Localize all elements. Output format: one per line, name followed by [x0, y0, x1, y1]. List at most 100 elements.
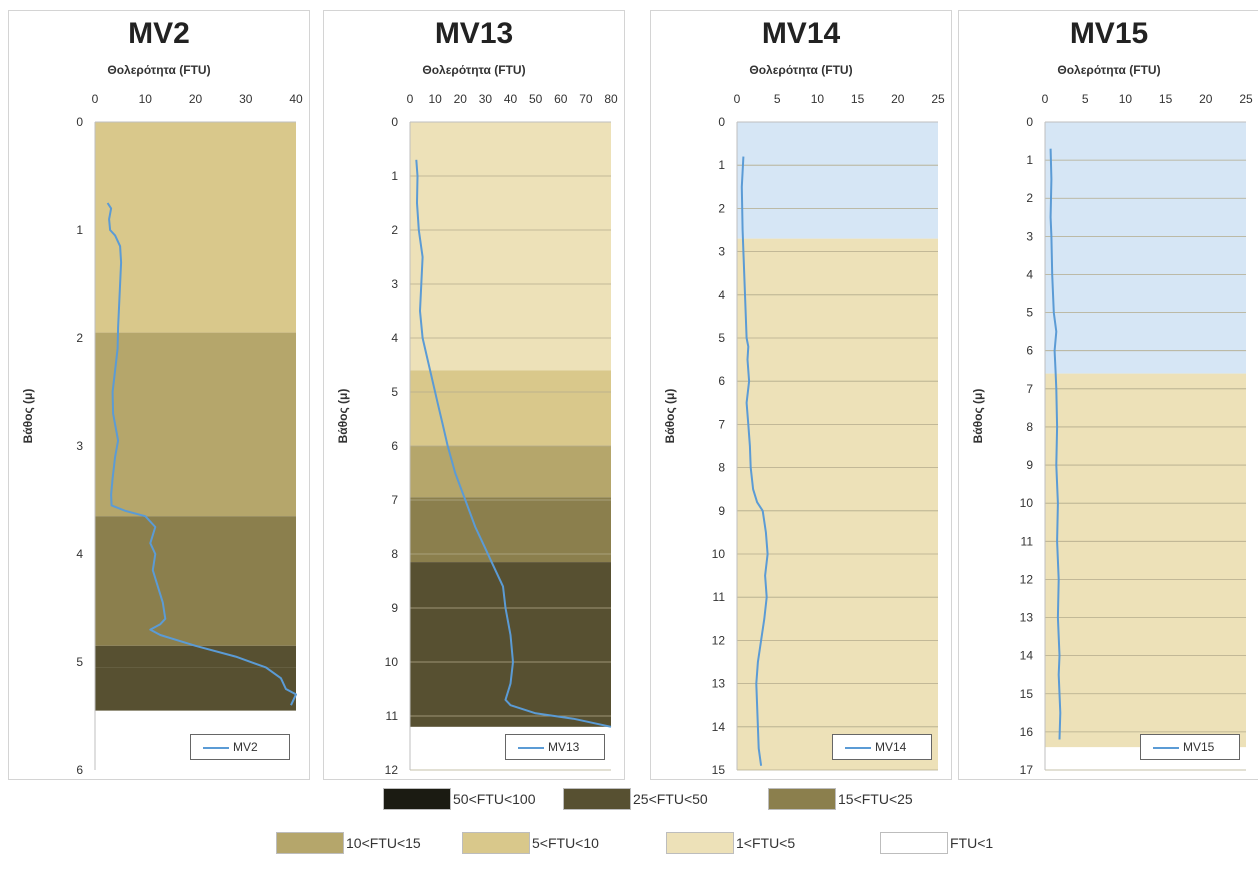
y-tick-label: 5	[718, 331, 725, 345]
zone-legend-label: 5<FTU<10	[532, 835, 599, 851]
y-tick-label: 0	[391, 115, 398, 129]
y-tick-label: 5	[1026, 306, 1033, 320]
chart-title: MV13	[434, 17, 514, 50]
x-tick-label: 20	[1199, 92, 1213, 106]
x-tick-label: 10	[1119, 92, 1133, 106]
zone-legend-swatch	[880, 832, 948, 854]
y-tick-label: 17	[1020, 763, 1034, 777]
x-tick-label: 20	[891, 92, 905, 106]
y-tick-label: 5	[76, 655, 83, 669]
y-tick-label: 3	[1026, 229, 1033, 243]
series-line-mv13	[415, 159, 612, 728]
zone-band	[737, 238, 938, 770]
x-tick-label: 40	[504, 92, 518, 106]
y-tick-label: 6	[76, 763, 83, 777]
x-axis-label: Θολερότητα (FTU)	[107, 63, 211, 77]
y-tick-label: 2	[718, 201, 725, 215]
y-tick-label: 9	[391, 601, 398, 615]
y-tick-label: 14	[1020, 649, 1034, 663]
y-tick-label: 10	[385, 655, 399, 669]
y-tick-label: 4	[76, 547, 83, 561]
zone-legend-label: FTU<1	[950, 835, 994, 851]
x-tick-label: 25	[931, 92, 945, 106]
zone-legend-label: 25<FTU<50	[633, 791, 708, 807]
y-tick-label: 6	[391, 439, 398, 453]
y-tick-label: 13	[1020, 611, 1034, 625]
x-tick-label: 40	[289, 92, 303, 106]
y-tick-label: 9	[1026, 458, 1033, 472]
x-tick-label: 5	[774, 92, 781, 106]
y-tick-label: 6	[718, 374, 725, 388]
x-tick-label: 15	[851, 92, 865, 106]
zone-band	[95, 645, 296, 668]
zone-band	[95, 122, 296, 333]
x-tick-label: 50	[529, 92, 543, 106]
plot-svg: 0 10 20 30 40 0 1 2 3 4 5 6	[76, 92, 303, 777]
chart-panel-mv2: MV2 Θολερότητα (FTU) Βάθος (μ) 0 10 20 30 40 0 1 2…	[8, 10, 310, 780]
series-legend: MV14	[832, 734, 932, 760]
zone-legend-label: 15<FTU<25	[838, 791, 913, 807]
zone-band	[1045, 373, 1246, 748]
legend-entry: MV15	[1183, 740, 1215, 754]
zone-band	[410, 122, 611, 371]
x-tick-label: 10	[139, 92, 153, 106]
y-tick-label: 12	[385, 763, 399, 777]
legend-line-swatch	[1153, 747, 1179, 749]
zone-legend-swatch	[666, 832, 734, 854]
y-tick-label: 12	[712, 633, 726, 647]
y-tick-label: 11	[1021, 534, 1034, 548]
y-tick-label: 12	[1020, 572, 1034, 586]
chart-title: MV2	[128, 17, 190, 50]
x-tick-label: 15	[1159, 92, 1173, 106]
y-tick-label: 9	[718, 504, 725, 518]
zone-band	[95, 332, 296, 517]
zone-legend-swatch	[563, 788, 631, 810]
y-tick-label: 8	[1026, 420, 1033, 434]
chart-panel-mv13: MV13 Θολερότητα (FTU) Βάθος (μ) 0 10 20 30 40 50…	[323, 10, 625, 780]
y-tick-label: 7	[391, 493, 398, 507]
y-tick-label: 7	[1026, 382, 1033, 396]
zone-legend-swatch	[383, 788, 451, 810]
chart-panel-mv14: MV14 Θολερότητα (FTU) Βάθος (μ) 0 5 10 15 20 25 0…	[650, 10, 952, 780]
zone-band	[410, 370, 611, 446]
y-tick-label: 4	[391, 331, 398, 345]
zone-band	[95, 667, 296, 711]
y-tick-label: 7	[718, 417, 725, 431]
x-tick-label: 25	[1239, 92, 1253, 106]
x-tick-label: 10	[428, 92, 442, 106]
series-legend: MV13	[505, 734, 605, 760]
y-tick-label: 13	[712, 677, 726, 691]
y-tick-label: 15	[1020, 687, 1034, 701]
chart-title: MV15	[1069, 17, 1149, 50]
x-tick-label: 20	[189, 92, 203, 106]
legend-line-swatch	[845, 747, 871, 749]
legend-entry: MV13	[548, 740, 580, 754]
chart-panel-mv15: MV15 Θολερότητα (FTU) Βάθος (μ) 0 5 10 15 20 25 0…	[958, 10, 1258, 780]
y-tick-label: 3	[718, 245, 725, 259]
y-tick-label: 14	[712, 720, 726, 734]
legend-line-swatch	[518, 747, 544, 749]
x-axis-label: Θολερότητα (FTU)	[1057, 63, 1161, 77]
zone-legend-swatch	[276, 832, 344, 854]
x-axis-label: Θολερότητα (FTU)	[422, 63, 526, 77]
y-tick-label: 10	[712, 547, 726, 561]
y-tick-label: 8	[391, 547, 398, 561]
zone-band	[410, 446, 611, 498]
x-tick-label: 60	[554, 92, 568, 106]
x-tick-label: 30	[239, 92, 253, 106]
x-tick-label: 0	[1042, 92, 1049, 106]
zone-legend-swatch	[768, 788, 836, 810]
series-legend: MV15	[1140, 734, 1240, 760]
y-tick-label: 3	[391, 277, 398, 291]
legend-entry: MV14	[875, 740, 907, 754]
zone-band	[410, 497, 611, 563]
x-tick-label: 0	[407, 92, 414, 106]
x-tick-label: 80	[604, 92, 618, 106]
y-tick-label: 15	[712, 763, 726, 777]
series-legend: MV2	[190, 734, 290, 760]
zone-band	[1045, 122, 1246, 374]
y-tick-label: 0	[718, 115, 725, 129]
